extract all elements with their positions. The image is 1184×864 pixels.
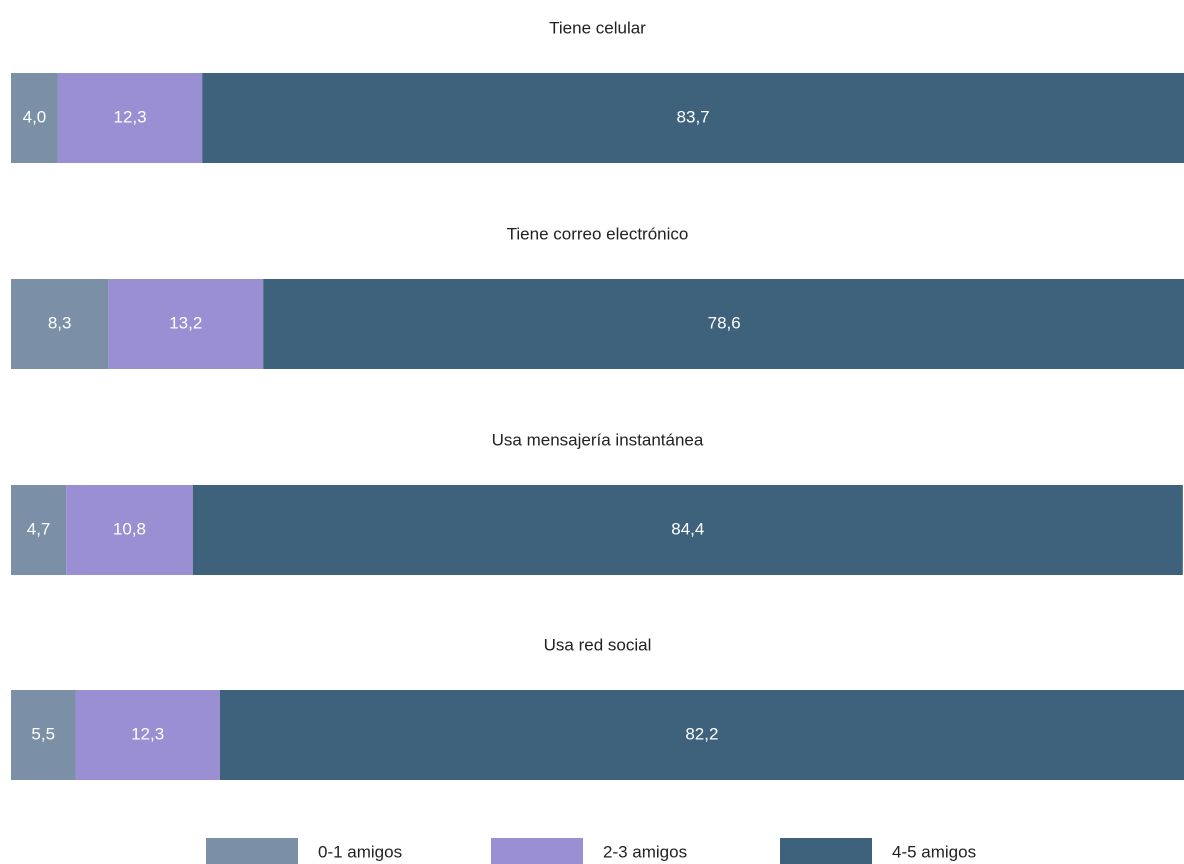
data-label: 4,7: [27, 519, 51, 538]
data-label: 4,0: [23, 107, 47, 126]
bar-segment: [11, 73, 58, 163]
bar-segment: [11, 279, 109, 369]
data-label: 12,3: [131, 724, 164, 743]
bar-segment: [192, 485, 1183, 575]
data-label: 8,3: [48, 313, 72, 332]
data-label: 83,7: [677, 107, 710, 126]
data-label: 84,4: [671, 519, 704, 538]
legend-swatch: [206, 838, 298, 864]
bar-title: Tiene celular: [549, 18, 646, 37]
bar-segment: [75, 690, 220, 780]
bar-segment: [219, 690, 1184, 780]
legend-label: 2-3 amigos: [603, 842, 687, 861]
bar-segment: [57, 73, 203, 163]
bar-title: Tiene correo electrónico: [507, 224, 689, 243]
legend-swatch: [491, 838, 583, 864]
data-label: 82,2: [685, 724, 718, 743]
bar-title: Usa red social: [544, 635, 652, 654]
data-label: 13,2: [169, 313, 202, 332]
bar-segment: [66, 485, 193, 575]
data-label: 10,8: [113, 519, 146, 538]
legend-swatch: [780, 838, 872, 864]
bar-segment: [11, 485, 67, 575]
bar-segment: [108, 279, 264, 369]
legend-label: 4-5 amigos: [892, 842, 976, 861]
bar-segment: [263, 279, 1184, 369]
data-label: 78,6: [708, 313, 741, 332]
bar-segment: [11, 690, 76, 780]
data-label: 12,3: [114, 107, 147, 126]
bar-segment: [202, 73, 1184, 163]
data-label: 5,5: [31, 724, 55, 743]
bar-title: Usa mensajería instantánea: [492, 430, 704, 449]
legend-label: 0-1 amigos: [318, 842, 402, 861]
